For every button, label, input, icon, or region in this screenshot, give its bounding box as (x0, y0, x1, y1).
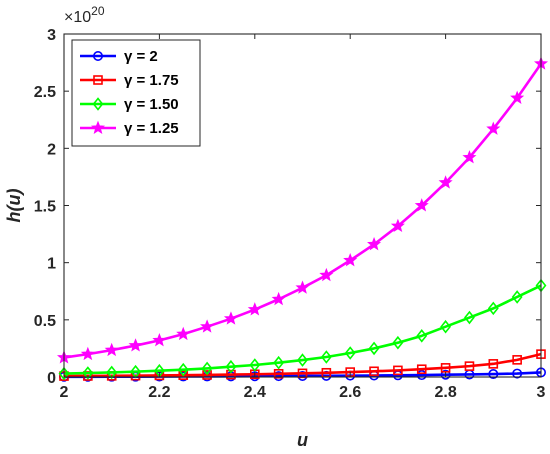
data-point (80, 346, 95, 361)
data-point (440, 363, 451, 373)
data-point (486, 121, 501, 135)
data-point (177, 362, 189, 377)
data-point (487, 301, 499, 316)
legend: γ = 2 γ = 1.75 γ = 1.50 γ = 1.25 (71, 39, 201, 147)
data-point (249, 358, 261, 372)
data-point (464, 310, 475, 325)
data-point (440, 319, 452, 334)
data-point (247, 302, 262, 316)
data-point (416, 329, 428, 343)
data-point (226, 369, 236, 380)
data-point (320, 350, 332, 364)
data-point (367, 237, 382, 251)
y-tick-label: 1.5 (34, 199, 56, 216)
legend-entry: γ = 1.25 (80, 120, 179, 137)
data-point (390, 218, 405, 233)
data-point (82, 366, 94, 380)
legend-marker (93, 50, 104, 61)
series-line (63, 284, 542, 375)
y-axis-exponent: ×1020 (64, 4, 105, 26)
x-tick-label: 2.2 (148, 384, 170, 401)
data-point (392, 335, 404, 350)
data-point (488, 359, 499, 369)
y-tick-label: 0 (47, 370, 56, 387)
legend-label: γ = 2 (124, 48, 158, 65)
x-tick-label: 2.6 (339, 384, 361, 401)
data-point (488, 369, 499, 380)
data-point (273, 355, 285, 370)
data-point (176, 326, 191, 341)
data-point (414, 198, 429, 212)
y-axis-title: h(u) (4, 189, 24, 223)
data-point (464, 361, 475, 371)
y-tick-label: 3 (47, 27, 56, 44)
x-axis-title: u (297, 430, 308, 450)
data-point (344, 346, 356, 360)
plot-area (56, 56, 549, 382)
legend-marker (90, 120, 106, 134)
data-point (510, 90, 525, 104)
series-line (63, 352, 542, 378)
data-point (438, 175, 453, 189)
data-point (295, 280, 310, 294)
series-3 (58, 278, 547, 381)
data-point (58, 366, 70, 381)
data-point (201, 361, 213, 376)
y-tick-label: 1 (47, 256, 56, 273)
data-point (512, 355, 522, 365)
data-point (512, 368, 523, 379)
data-point (416, 370, 427, 381)
series-2 (59, 349, 546, 381)
data-point (273, 368, 284, 379)
data-point (106, 365, 118, 380)
y-tick-label: 2.5 (34, 84, 56, 101)
data-point (271, 291, 286, 306)
x-tick-label: 2.8 (434, 384, 456, 401)
data-point (440, 369, 451, 380)
data-point (104, 342, 119, 357)
data-point (297, 353, 308, 367)
data-point (202, 370, 212, 380)
y-tick-label: 2 (47, 141, 56, 158)
data-point (462, 150, 477, 164)
data-point (416, 364, 427, 375)
legend-label: γ = 1.75 (124, 72, 179, 89)
legend-marker (92, 97, 104, 111)
legend-entry: γ = 1.50 (80, 96, 179, 113)
data-point (319, 267, 334, 282)
data-point (152, 333, 167, 347)
axes: 2 2.2 2.4 2.6 2.8 3 0 0.5 1 1.5 2 2.5 3 (34, 27, 546, 401)
data-point (225, 359, 237, 374)
data-point (369, 366, 379, 377)
data-point (368, 341, 380, 356)
x-tick-label: 2 (60, 384, 69, 401)
legend-label: γ = 1.50 (124, 96, 179, 113)
data-point (343, 253, 358, 267)
legend-label: γ = 1.25 (124, 120, 179, 137)
y-tick-label: 0.5 (34, 313, 56, 330)
series-4 (56, 56, 549, 364)
legend-marker (93, 75, 103, 85)
data-point (393, 365, 403, 376)
legend-entry: γ = 2 (80, 48, 158, 65)
data-point (178, 370, 189, 380)
x-tick-label: 3 (537, 384, 546, 401)
data-point (128, 338, 143, 352)
data-point (223, 311, 238, 325)
x-tick-label: 2.4 (244, 384, 266, 401)
data-point (511, 290, 523, 304)
legend-entry: γ = 1.75 (80, 72, 179, 89)
data-point (200, 319, 215, 333)
